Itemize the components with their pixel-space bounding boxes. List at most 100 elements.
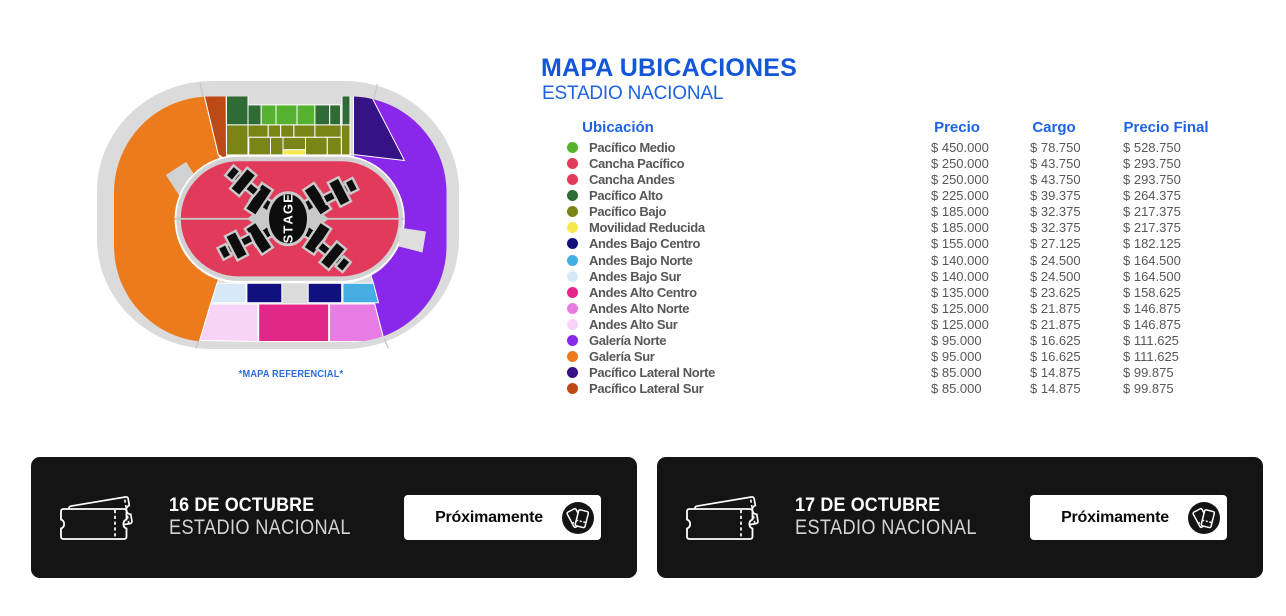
section-movilidad-reducida [282, 149, 306, 156]
table-row: Andes Alto Sur $ 125.000 $ 21.875 $ 146.875 [0, 317, 1286, 333]
tickets-circle-icon [1188, 501, 1220, 534]
table-row: Pacífico Bajo $ 185.000 $ 32.375 $ 217.375 [0, 204, 1286, 220]
price-value: $ 140.000 [931, 252, 989, 268]
event-venue: ESTADIO NACIONAL [169, 515, 351, 539]
charge-value: $ 16.625 [1030, 332, 1081, 348]
section-label: Cancha Andes [589, 172, 675, 188]
stadium-map [97, 81, 459, 349]
charge-value: $ 21.875 [1030, 316, 1081, 332]
page-title: MAPA UBICACIONES [541, 53, 797, 82]
charge-value: $ 32.375 [1030, 220, 1081, 236]
section-label: Pacífico Lateral Sur [589, 380, 704, 396]
column-header-precio-final: Precio Final [1123, 118, 1209, 136]
table-row: Andes Bajo Sur $ 140.000 $ 24.500 $ 164.500 [0, 269, 1286, 285]
charge-value: $ 24.500 [1030, 268, 1081, 284]
final-price-value: $ 293.750 [1123, 156, 1181, 172]
table-row: Galería Norte $ 95.000 $ 16.625 $ 111.625 [0, 333, 1286, 349]
price-value: $ 250.000 [931, 156, 989, 172]
venue-subtitle: ESTADIO NACIONAL [542, 83, 724, 104]
charge-value: $ 24.500 [1030, 252, 1081, 268]
price-value: $ 140.000 [931, 268, 989, 284]
charge-value: $ 27.125 [1030, 236, 1081, 252]
table-row: Andes Alto Norte $ 125.000 $ 21.875 $ 146.8… [0, 301, 1286, 317]
price-value: $ 185.000 [931, 204, 989, 220]
section-label: Galería Norte [589, 332, 667, 348]
tickets-outline-icon [686, 496, 759, 540]
price-value: $ 85.000 [931, 380, 982, 396]
section-color-dot [567, 318, 578, 330]
section-label: Pacífico Lateral Norte [589, 364, 715, 380]
price-value: $ 250.000 [931, 172, 989, 188]
table-row: Movilidad Reducida $ 185.000 $ 32.375 $ 217… [0, 220, 1286, 236]
table-row: Galería Sur $ 95.000 $ 16.625 $ 111.625 [0, 349, 1286, 365]
final-price-value: $ 99.875 [1123, 364, 1174, 380]
section-label: Andes Alto Sur [589, 316, 678, 332]
section-color-dot [567, 206, 578, 218]
final-price-value: $ 99.875 [1123, 380, 1174, 396]
table-row: Cancha Andes $ 250.000 $ 43.750 $ 293.750 [0, 172, 1286, 188]
section-color-dot [567, 302, 578, 314]
section-color-dot [567, 190, 578, 202]
final-price-value: $ 164.500 [1123, 252, 1181, 268]
section-label: Pacífico Bajo [589, 204, 667, 220]
section-color-dot [567, 222, 578, 234]
table-row: Pacífico Lateral Norte $ 85.000 $ 14.875 $ … [0, 365, 1286, 381]
final-price-value: $ 264.375 [1123, 188, 1181, 204]
section-color-dot [567, 174, 578, 186]
section-label: Cancha Pacífico [589, 156, 685, 172]
price-value: $ 95.000 [931, 332, 982, 348]
tickets-circle-icon [562, 501, 594, 534]
final-price-value: $ 293.750 [1123, 172, 1181, 188]
final-price-value: $ 146.875 [1123, 300, 1181, 316]
proximamente-button[interactable]: Próximamente [1030, 495, 1227, 540]
charge-value: $ 32.375 [1030, 204, 1081, 220]
final-price-value: $ 217.375 [1123, 220, 1181, 236]
table-row: Cancha Pacífico $ 250.000 $ 43.750 $ 293.75… [0, 156, 1286, 172]
section-label: Andes Bajo Centro [589, 236, 701, 252]
final-price-value: $ 217.375 [1123, 204, 1181, 220]
price-value: $ 185.000 [931, 220, 989, 236]
section-color-dot [567, 142, 578, 154]
field-right-notch [399, 227, 426, 253]
table-row: Pacífico Medio $ 450.000 $ 78.750 $ 528.750 [0, 140, 1286, 156]
price-value: $ 450.000 [931, 140, 989, 156]
final-price-value: $ 111.625 [1123, 332, 1179, 348]
section-color-dot [567, 334, 578, 346]
event-date: 16 DE OCTUBRE [169, 495, 315, 517]
final-price-value: $ 146.875 [1123, 316, 1181, 332]
section-andes-bajo-norte [342, 282, 380, 304]
map-caption: *MAPA REFERENCIAL* [238, 368, 344, 380]
charge-value: $ 14.875 [1030, 364, 1081, 380]
section-label: Movilidad Reducida [589, 220, 705, 236]
proximamente-button[interactable]: Próximamente [404, 495, 601, 540]
section-color-dot [567, 238, 578, 250]
section-color-dot [567, 286, 578, 298]
section-color-dot [567, 366, 578, 378]
charge-value: $ 43.750 [1030, 172, 1081, 188]
section-label: Pacífico Medio [589, 140, 676, 156]
table-row: Andes Alto Centro $ 135.000 $ 23.625 $ 158.… [0, 285, 1286, 301]
table-row: Pacífico Lateral Sur $ 85.000 $ 14.875 $ 99… [0, 381, 1286, 397]
section-label: Andes Bajo Norte [589, 252, 693, 268]
section-label: Andes Alto Norte [589, 300, 690, 316]
event-date: 17 DE OCTUBRE [795, 495, 941, 517]
table-row: Pacífico Alto $ 225.000 $ 39.375 $ 264.375 [0, 188, 1286, 204]
section-pacifico-lateral-norte [353, 96, 406, 162]
tickets-outline-icon [60, 496, 133, 540]
section-andes-bajo-sur [210, 282, 247, 304]
price-value: $ 85.000 [931, 364, 982, 380]
price-value: $ 135.000 [931, 284, 989, 300]
section-pacifico-grid [226, 96, 351, 156]
section-color-dot [567, 382, 578, 394]
section-color-dot [567, 350, 578, 362]
section-label: Pacífico Alto [589, 188, 663, 204]
proximamente-label: Próximamente [435, 508, 543, 526]
section-andes-alto-sur [199, 303, 259, 342]
stage-label [283, 194, 293, 244]
charge-value: $ 21.875 [1030, 300, 1081, 316]
section-andes-blocks [199, 282, 385, 342]
proximamente-label: Próximamente [1061, 508, 1169, 526]
event-card-oct-16: 16 DE OCTUBRE ESTADIO NACIONAL Próximame… [31, 457, 637, 578]
column-header-precio: Precio [934, 118, 980, 136]
